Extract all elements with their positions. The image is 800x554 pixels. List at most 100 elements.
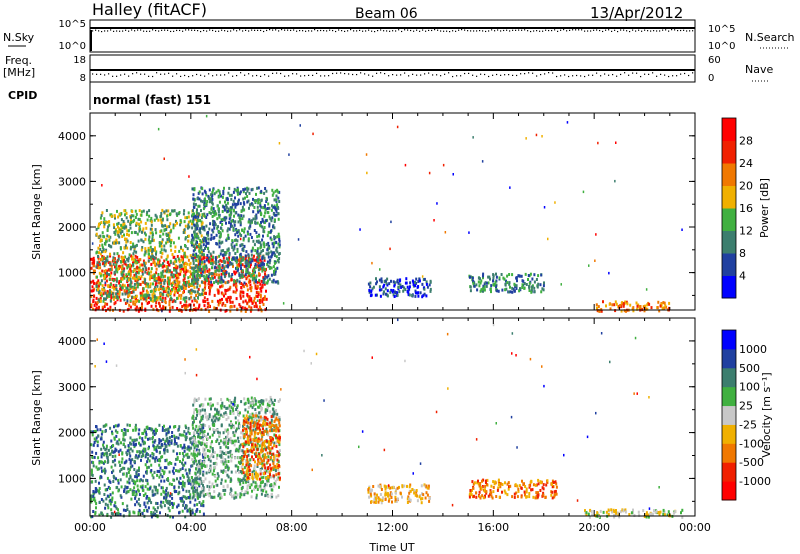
echo-cell bbox=[144, 250, 147, 254]
echo-cell bbox=[122, 431, 125, 435]
echo-cell bbox=[239, 449, 242, 453]
nave-dot bbox=[232, 75, 234, 77]
echo-cell bbox=[199, 251, 202, 255]
echo-cell bbox=[131, 285, 134, 289]
echo-cell bbox=[165, 458, 168, 462]
echo-cell bbox=[220, 406, 223, 410]
noise-dot bbox=[377, 29, 379, 32]
echo-cell bbox=[219, 252, 222, 256]
echo-cell bbox=[192, 403, 195, 407]
echo-cell bbox=[236, 192, 239, 196]
echo-cell bbox=[116, 295, 119, 299]
echo-cell bbox=[187, 496, 190, 499]
echo-cell bbox=[199, 274, 202, 278]
echo-cell bbox=[238, 421, 241, 425]
beam-title: Beam 06 bbox=[355, 6, 418, 22]
echo-cell bbox=[232, 190, 235, 194]
echo-cell bbox=[177, 296, 180, 300]
noise-dot bbox=[398, 29, 400, 31]
echo-cell bbox=[141, 512, 144, 515]
echo-cell bbox=[128, 253, 131, 257]
echo-cell bbox=[95, 232, 98, 236]
echo-cell bbox=[133, 511, 136, 515]
echo-cell bbox=[134, 259, 137, 263]
echo-cell bbox=[110, 465, 113, 469]
echo-cell bbox=[217, 474, 220, 478]
nave-dot bbox=[364, 73, 366, 75]
echo-cell bbox=[214, 211, 217, 215]
nave-dot bbox=[324, 75, 326, 77]
echo-cell bbox=[243, 244, 246, 248]
echo-cell bbox=[129, 488, 132, 492]
echo-cell bbox=[516, 279, 518, 283]
echo-cell bbox=[131, 438, 134, 442]
echo-cell bbox=[170, 229, 173, 233]
echo-cell bbox=[224, 479, 227, 483]
echo-cell bbox=[218, 276, 221, 280]
echo-cell bbox=[208, 292, 211, 296]
echo-cell bbox=[154, 304, 157, 308]
noise-right-tick-low: 10^0 bbox=[708, 41, 735, 52]
echo-cell bbox=[152, 431, 155, 435]
echo-cell bbox=[133, 273, 136, 277]
echo-cell bbox=[104, 283, 107, 287]
echo-cell bbox=[193, 270, 196, 274]
echo-cell bbox=[233, 223, 236, 227]
echo-cell bbox=[142, 447, 145, 451]
echo-cell bbox=[278, 190, 281, 194]
echo-cell bbox=[147, 238, 150, 242]
echo-cell bbox=[249, 265, 252, 269]
echo-cell bbox=[90, 257, 93, 261]
echo-cell bbox=[176, 221, 178, 225]
echo-cell bbox=[153, 218, 156, 222]
echo-cell bbox=[273, 241, 276, 245]
echo-cell bbox=[193, 223, 196, 227]
echo-cell bbox=[212, 455, 215, 459]
nave-dot bbox=[344, 72, 346, 75]
echo-cell bbox=[160, 214, 163, 218]
echo-cell bbox=[202, 293, 205, 296]
echo-cell bbox=[152, 238, 155, 242]
echo-cell bbox=[237, 202, 240, 206]
echo-cell bbox=[255, 291, 258, 294]
echo-cell bbox=[202, 488, 205, 492]
echo-cell bbox=[268, 224, 271, 228]
echo-cell bbox=[204, 236, 207, 240]
echo-cell bbox=[139, 443, 142, 447]
echo-cell bbox=[213, 293, 216, 297]
echo-cell bbox=[186, 447, 189, 451]
echo-cell bbox=[277, 232, 280, 236]
echo-cell bbox=[241, 229, 244, 232]
noise-dot bbox=[191, 29, 193, 31]
echo-cell bbox=[137, 454, 140, 458]
echo-cell bbox=[160, 242, 163, 246]
echo-cell bbox=[109, 283, 112, 287]
echo-cell bbox=[158, 438, 161, 442]
echo-cell bbox=[105, 279, 108, 283]
echo-cell bbox=[150, 216, 153, 220]
echo-cell bbox=[130, 442, 133, 446]
noise-left-tick-low: 10^0 bbox=[59, 41, 86, 52]
echo-cell bbox=[179, 301, 182, 305]
noise-dot bbox=[413, 30, 415, 32]
echo-cell bbox=[376, 280, 378, 284]
echo-cell bbox=[225, 463, 228, 467]
echo-cell bbox=[176, 255, 179, 258]
echo-cell bbox=[219, 298, 222, 302]
echo-cell bbox=[246, 189, 249, 193]
echo-cell bbox=[195, 258, 198, 262]
echo-cell bbox=[271, 488, 274, 492]
echo-cell bbox=[146, 487, 149, 491]
echo-cell bbox=[194, 290, 197, 294]
echo-cell bbox=[196, 270, 199, 274]
echo-cell bbox=[183, 262, 185, 266]
echo-cell bbox=[205, 435, 208, 439]
echo-cell bbox=[136, 450, 139, 454]
echo-cell bbox=[492, 276, 495, 280]
echo-cell bbox=[506, 281, 509, 285]
noise-dot bbox=[317, 30, 319, 32]
echo-cell bbox=[240, 465, 243, 469]
echo-cell bbox=[132, 443, 135, 446]
noise-dot bbox=[179, 29, 181, 32]
echo-cell bbox=[114, 260, 117, 264]
